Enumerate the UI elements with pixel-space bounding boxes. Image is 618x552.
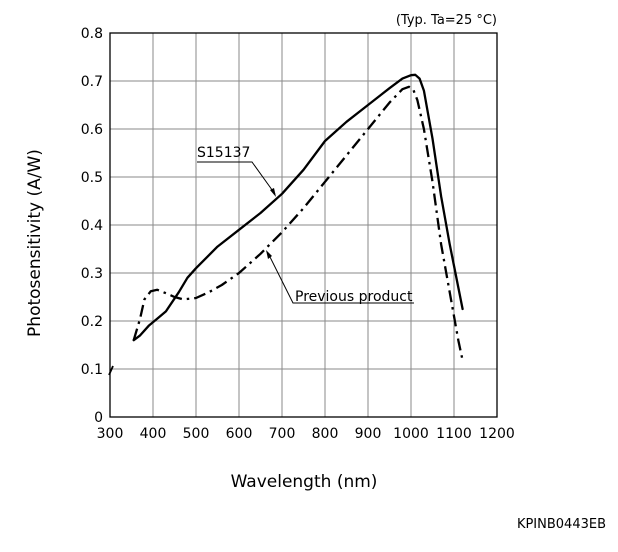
leader-line-previous-product	[267, 252, 414, 304]
y-tick-label: 0.8	[81, 26, 103, 42]
x-tick-labels: 300 400 500 600 700 800 900 1000 1100 1200	[97, 426, 515, 442]
plot-frame	[109, 32, 498, 418]
y-tick-label: 0.1	[81, 362, 103, 378]
y-axis-title: Photosensitivity (A/W)	[25, 149, 45, 337]
y-tick-label: 0.4	[81, 218, 103, 234]
annotation-previous-product: Previous product	[295, 289, 413, 305]
x-tick-label: 1200	[479, 426, 515, 442]
y-tick-label: 0.2	[81, 314, 103, 330]
y-tick-label: 0.5	[81, 170, 103, 186]
x-tick-label: 1000	[393, 426, 429, 442]
y-tick-label: 0	[94, 410, 103, 426]
x-tick-label: 900	[355, 426, 382, 442]
x-tick-label: 500	[183, 426, 210, 442]
x-tick-label: 600	[226, 426, 253, 442]
leader-arrow-s15137	[270, 188, 276, 197]
y-tick-labels: 0 0.1 0.2 0.3 0.4 0.5 0.6 0.7 0.8	[81, 26, 103, 426]
y-tick-label: 0.6	[81, 122, 103, 138]
x-axis-title: Wavelength (nm)	[231, 472, 378, 492]
x-tick-label: 700	[269, 426, 296, 442]
y-tick-label: 0.7	[81, 74, 103, 90]
series-line-s15137	[132, 73, 464, 342]
y-tick-label: 0.3	[81, 266, 103, 282]
edge-mark	[108, 365, 114, 376]
x-tick-label: 800	[312, 426, 339, 442]
x-tick-label: 1100	[436, 426, 472, 442]
leader-arrow-previous-product	[266, 250, 272, 259]
leader-line-s15137	[197, 161, 276, 195]
x-tick-label: 300	[97, 426, 124, 442]
x-tick-label: 400	[140, 426, 167, 442]
annotation-s15137: S15137	[197, 145, 250, 161]
figure-code: KPINB0443EB	[517, 517, 606, 532]
series-line-previous-product	[132, 85, 464, 361]
series-lines	[132, 73, 464, 361]
condition-note: (Typ. Ta=25 °C)	[396, 13, 497, 28]
annotations: S15137 Previous product	[108, 145, 414, 376]
